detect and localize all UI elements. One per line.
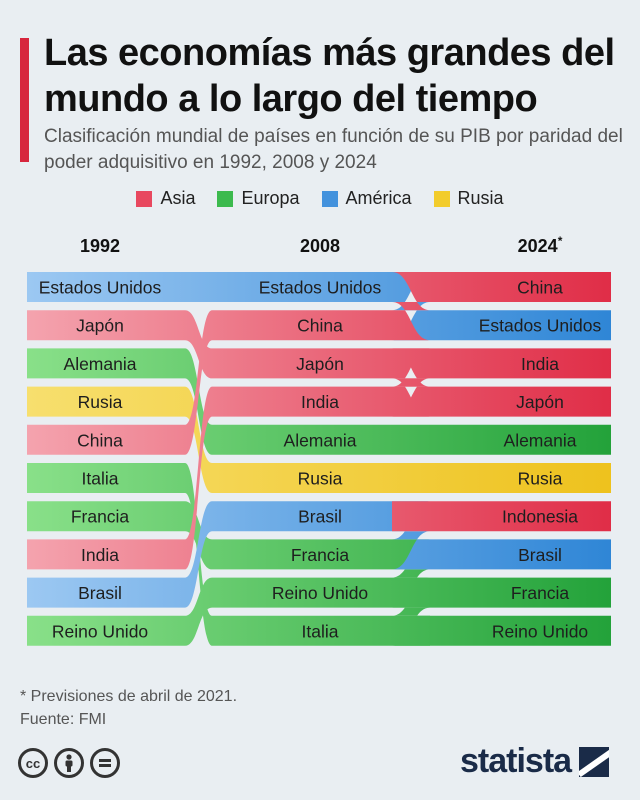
- legend-label-asia: Asia: [160, 188, 196, 208]
- rank-label-1992-francia: Francia: [71, 507, 130, 527]
- flow-band-india: [27, 348, 611, 570]
- flow-band-japon: [27, 310, 611, 417]
- flow-band-rusia: [27, 386, 611, 493]
- legend-item-america: América: [321, 188, 412, 209]
- rank-label-2024-reino-unido: Reino Unido: [492, 621, 588, 641]
- chart-title: Las economías más grandes del mundo a lo…: [44, 32, 615, 120]
- rank-label-1992-india: India: [81, 545, 119, 565]
- rank-label-2008-india: India: [301, 392, 339, 412]
- rank-label-2008-reino-unido: Reino Unido: [272, 583, 368, 603]
- flow-band-francia: [27, 501, 611, 608]
- rank-label-2024-brasil: Brasil: [518, 545, 562, 565]
- statista-logo: statista: [460, 742, 610, 781]
- flow-band-indonesia: [392, 501, 611, 532]
- rank-label-1992-china: China: [77, 430, 123, 450]
- rank-label-2024-china: China: [517, 278, 563, 298]
- legend-item-rusia: Rusia: [433, 188, 504, 209]
- rank-label-2024-rusia: Rusia: [518, 469, 563, 489]
- chart-subtitle: Clasificación mundial de países en funci…: [44, 126, 623, 173]
- rank-label-2008-rusia: Rusia: [298, 469, 343, 489]
- rank-label-2024-japon: Japón: [516, 392, 564, 412]
- rank-label-1992-reino-unido: Reino Unido: [52, 621, 148, 641]
- legend-item-europa: Europa: [217, 188, 300, 209]
- flow-band-china: [27, 272, 611, 455]
- legend-label-europa: Europa: [241, 188, 300, 208]
- license-icons: cc: [18, 748, 120, 778]
- rank-label-1992-alemania: Alemania: [64, 354, 137, 374]
- legend: Asia Europa América Rusia: [0, 188, 640, 209]
- legend-label-rusia: Rusia: [457, 188, 504, 208]
- attribution-icon: [54, 748, 84, 778]
- flow-band-estados-unidos: [27, 272, 611, 341]
- column-header-1992: 1992: [80, 236, 120, 256]
- column-header-2008: 2008: [300, 236, 340, 256]
- legend-label-america: América: [345, 188, 412, 208]
- statista-logo-icon: [579, 746, 610, 777]
- rank-label-1992-estados-unidos: Estados Unidos: [39, 278, 162, 298]
- ranking-bump-chart: 1992 2008 2024* Estados Unidos Japón Alemania…: [27, 234, 611, 646]
- flow-band-brasil: [27, 501, 611, 608]
- creative-commons-icon: cc: [18, 748, 48, 778]
- flow-band-alemania: [27, 348, 611, 455]
- legend-item-asia: Asia: [136, 188, 195, 209]
- flow-band-italia: [27, 463, 430, 646]
- statista-wordmark: statista: [460, 742, 572, 780]
- rank-label-2024-indonesia: Indonesia: [502, 507, 578, 527]
- rank-label-2024-francia: Francia: [511, 583, 570, 603]
- rank-label-2008-china: China: [297, 316, 343, 336]
- rank-label-1992-italia: Italia: [82, 469, 119, 489]
- no-derivatives-icon: [90, 748, 120, 778]
- rank-label-2024-alemania: Alemania: [504, 430, 577, 450]
- rank-label-2008-alemania: Alemania: [284, 430, 357, 450]
- rank-label-2024-india: India: [521, 354, 559, 374]
- source-note: Fuente: FMI: [20, 711, 107, 728]
- rank-label-2008-francia: Francia: [291, 545, 350, 565]
- rank-label-1992-brasil: Brasil: [78, 583, 122, 603]
- legend-swatch-rusia: [433, 190, 450, 207]
- flow-band-reino-unido: [27, 577, 611, 646]
- legend-swatch-europa: [217, 190, 234, 207]
- footnote: * Previsiones de abril de 2021.: [20, 688, 238, 705]
- rank-label-2008-japon: Japón: [296, 354, 344, 374]
- column-header-2024: 2024*: [518, 234, 563, 256]
- rank-label-1992-rusia: Rusia: [78, 392, 123, 412]
- rank-label-2008-estados-unidos: Estados Unidos: [259, 278, 382, 298]
- rank-label-2008-italia: Italia: [302, 621, 339, 641]
- legend-swatch-asia: [136, 190, 153, 207]
- rank-label-1992-japon: Japón: [76, 316, 124, 336]
- rank-label-2008-brasil: Brasil: [298, 507, 342, 527]
- title-accent-bar: [20, 38, 29, 162]
- rank-label-2024-estados-unidos: Estados Unidos: [479, 316, 602, 336]
- legend-swatch-america: [321, 190, 338, 207]
